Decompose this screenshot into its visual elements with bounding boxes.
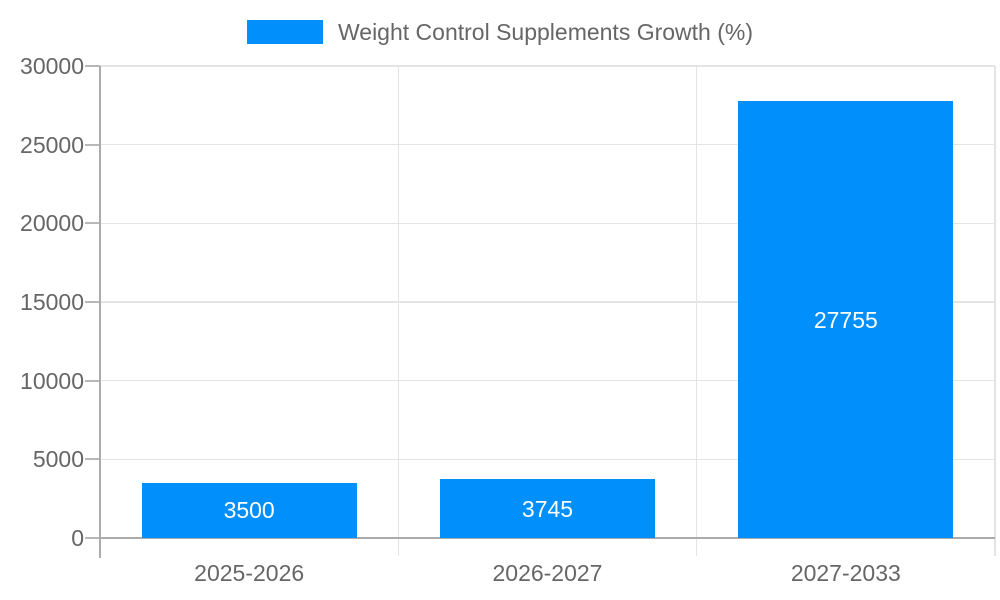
legend-item[interactable]: Weight Control Supplements Growth (%) [0, 20, 1000, 44]
gridline-horizontal [100, 301, 995, 303]
y-axis-tick [85, 537, 100, 539]
x-category-label: 2026-2027 [492, 560, 603, 586]
bar [738, 101, 954, 538]
gridline-horizontal [100, 379, 995, 382]
y-axis-tick [85, 222, 100, 225]
bar [440, 479, 655, 538]
bar-value-label: 3500 [223, 497, 275, 524]
y-axis-tick [85, 65, 100, 67]
y-tick-label: 0 [71, 525, 84, 551]
x-category-label: 2027-2033 [790, 560, 901, 586]
x-category-label: 2025-2026 [194, 560, 305, 586]
gridline-vertical [397, 66, 400, 556]
y-axis-tick [85, 143, 100, 146]
legend-swatch [246, 20, 323, 44]
bar-value-label: 27755 [813, 306, 878, 333]
gridline-horizontal [100, 458, 995, 461]
gridline-vertical [695, 66, 698, 556]
y-axis-line [99, 66, 101, 558]
y-axis-tick [85, 458, 100, 461]
y-tick-label: 30000 [20, 53, 84, 79]
gridline-horizontal [100, 222, 995, 225]
y-tick-label: 10000 [20, 367, 84, 394]
y-tick-label: 5000 [32, 446, 84, 473]
y-axis-tick [85, 379, 100, 382]
gridline-horizontal [100, 143, 995, 146]
legend-label: Weight Control Supplements Growth (%) [337, 19, 754, 45]
x-axis-line [100, 537, 995, 539]
bar [141, 482, 357, 538]
gridline-vertical [994, 66, 996, 556]
y-tick-label: 15000 [20, 289, 84, 315]
bar-value-label: 3745 [521, 495, 574, 522]
y-tick-label: 25000 [20, 131, 84, 158]
y-axis-tick [85, 301, 100, 303]
gridline-horizontal [100, 65, 995, 67]
y-tick-label: 20000 [20, 210, 84, 237]
